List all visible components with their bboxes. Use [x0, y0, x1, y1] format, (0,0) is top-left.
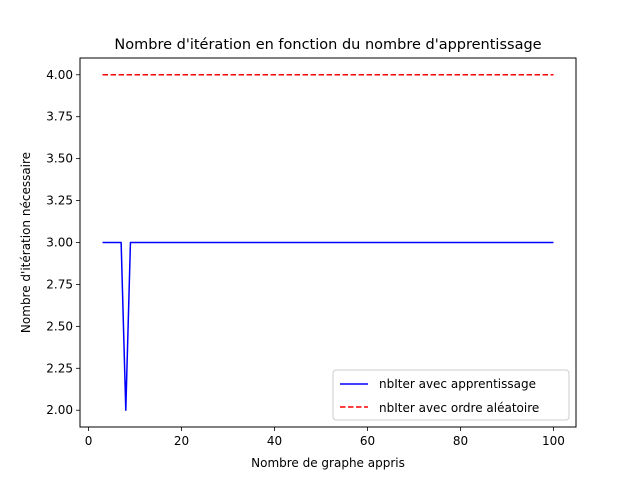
y-tick-label: 2.00	[46, 403, 73, 417]
x-axis-ticks: 0 20 40 60 80 100	[85, 427, 565, 448]
y-tick-label: 2.75	[46, 277, 73, 291]
chart-title: Nombre d'itération en fonction du nombre…	[114, 37, 541, 53]
y-axis-ticks: 2.00 2.25 2.50 2.75 3.00 3.25 3.50 3.75 4.00	[46, 68, 80, 417]
x-tick-label: 20	[174, 434, 189, 448]
y-axis-label: Nombre d'itération nécessaire	[19, 152, 33, 333]
series-layer	[102, 74, 554, 411]
series-line-1	[102, 241, 554, 411]
x-tick-label: 100	[542, 434, 565, 448]
x-axis-label: Nombre de graphe appris	[251, 456, 405, 470]
x-tick-label: 60	[360, 434, 375, 448]
y-tick-label: 2.50	[46, 319, 73, 333]
x-tick-label: 40	[267, 434, 282, 448]
y-tick-label: 2.25	[46, 361, 73, 375]
y-tick-label: 3.00	[46, 236, 73, 250]
legend-label-random: nbIter avec ordre aléatoire	[379, 401, 539, 415]
y-tick-label: 3.25	[46, 194, 73, 208]
y-tick-label: 4.00	[46, 68, 73, 82]
x-tick-label: 80	[453, 434, 468, 448]
legend-label-learning: nbIter avec apprentissage	[379, 377, 536, 391]
legend-box	[332, 369, 570, 421]
y-tick-label: 3.50	[46, 152, 73, 166]
y-tick-label: 3.75	[46, 110, 73, 124]
legend: nbIter avec apprentissage nbIter avec or…	[332, 369, 570, 421]
x-tick-label: 0	[85, 434, 93, 448]
